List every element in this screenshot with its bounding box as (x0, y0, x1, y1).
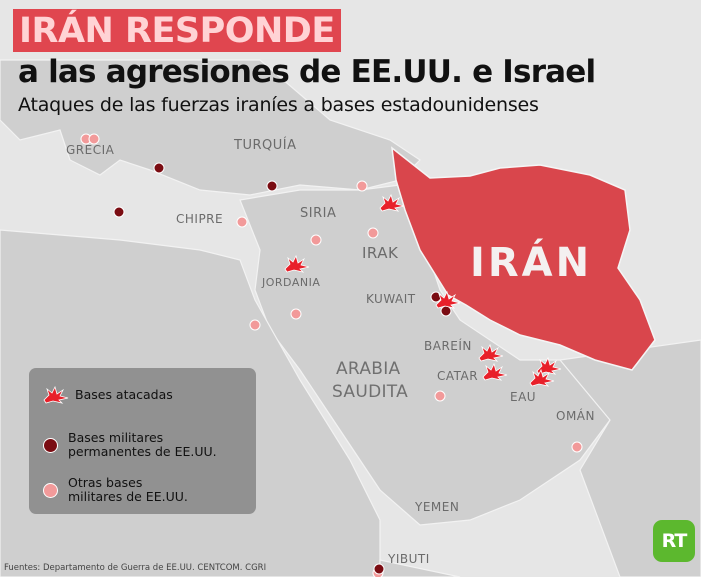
legend-attacked: Bases atacadas (43, 386, 173, 404)
permanent-base-marker (266, 180, 278, 192)
other-base-marker (249, 319, 261, 331)
attacked-base-marker (482, 362, 508, 381)
page-title: IRÁN RESPONDE (19, 11, 335, 51)
attacked-base-marker (379, 193, 405, 212)
label-turquia: TURQUÍA (234, 138, 297, 153)
permanent-base-marker (153, 162, 165, 174)
title-banner: IRÁN RESPONDE (13, 9, 341, 52)
sources-note: Fuentes: Departamento de Guerra de EE.UU… (4, 563, 267, 573)
label-irak: IRAK (362, 244, 399, 262)
other-base-marker (367, 227, 379, 239)
attacked-base-marker (529, 368, 555, 387)
legend-permanent: Bases militares permanentes de EE.UU. (43, 431, 217, 459)
iran-shape (391, 146, 656, 371)
label-yemen: YEMEN (415, 500, 460, 514)
permanent-base-marker (113, 206, 125, 218)
label-arabia: ARABIA (336, 359, 401, 379)
permanent-base-marker (373, 563, 385, 575)
legend: Bases atacadas Bases militares permanente… (29, 368, 256, 514)
attacked-base-marker (536, 356, 562, 375)
page-tagline: Ataques de las fuerzas iraníes a bases e… (18, 94, 539, 116)
label-grecia: GRECIA (66, 143, 115, 157)
label-barein: BAREÍN (424, 339, 472, 353)
permanent-base-marker (430, 291, 442, 303)
other-base-marker (290, 308, 302, 320)
label-yibuti: YIBUTI (388, 552, 430, 566)
attacked-base-marker (478, 343, 504, 362)
page-subtitle: a las agresiones de EE.UU. e Israel (18, 54, 596, 90)
other-base-marker (88, 133, 100, 145)
land-europe-turkey (0, 59, 421, 196)
label-eau: EAU (510, 390, 537, 404)
label-saudita: SAUDITA (332, 382, 409, 402)
label-jordania: JORDANIA (262, 276, 321, 289)
label-kuwait: KUWAIT (366, 292, 416, 306)
other-base-marker (434, 390, 446, 402)
other-base-marker (356, 180, 368, 192)
explosion-icon (43, 386, 69, 404)
attacked-base-marker (435, 290, 461, 309)
other-base-dot-icon (43, 482, 58, 498)
permanent-base-dot-icon (43, 437, 58, 453)
other-base-marker (310, 234, 322, 246)
rt-logo: RT (653, 520, 695, 562)
permanent-base-marker (440, 305, 452, 317)
label-iran: IRÁN (470, 240, 593, 286)
attacked-base-marker (284, 254, 310, 273)
label-catar: CATAR (437, 369, 479, 383)
label-chipre: CHIPRE (176, 212, 224, 226)
label-siria: SIRIA (300, 206, 337, 221)
other-base-marker (236, 216, 248, 228)
label-oman: OMÁN (556, 409, 595, 423)
legend-other: Otras bases militares de EE.UU. (43, 476, 188, 504)
other-base-marker (571, 441, 583, 453)
